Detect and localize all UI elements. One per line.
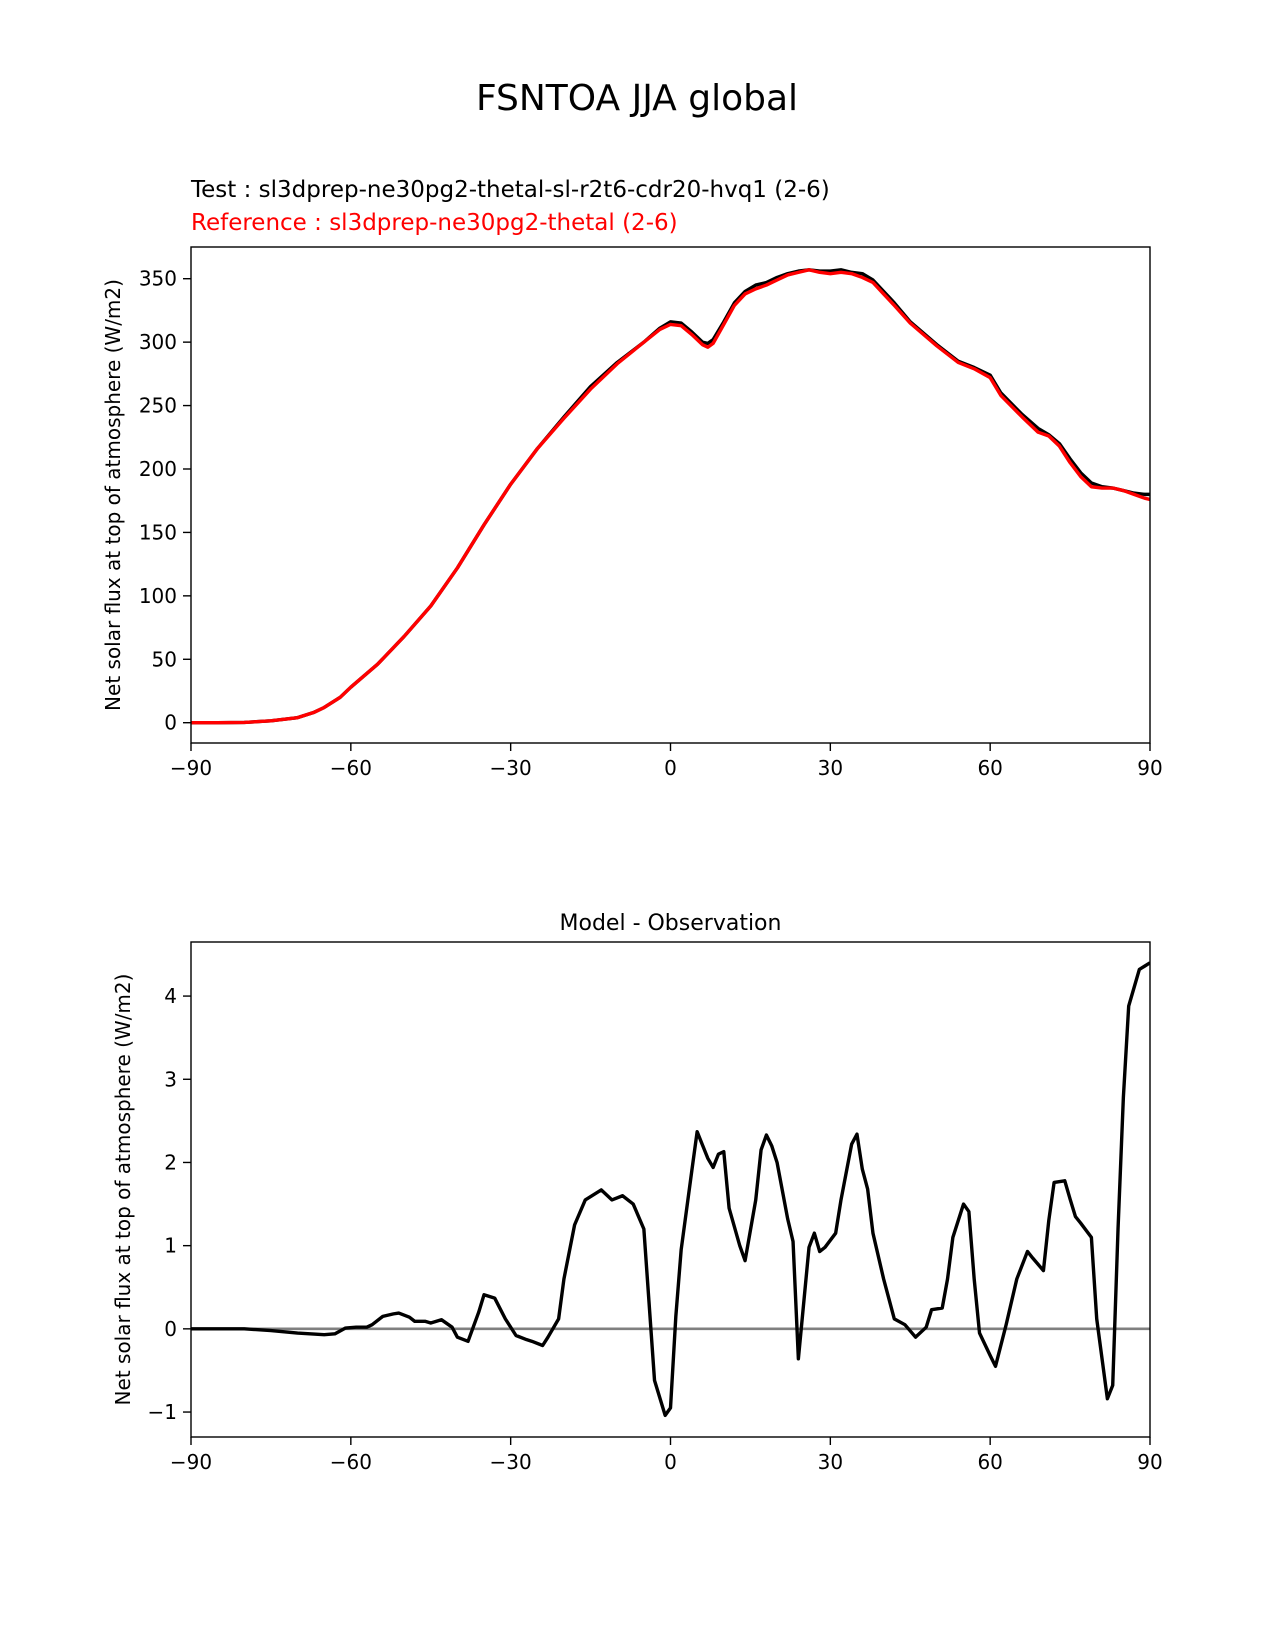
top-ytick-label: 350 [139, 267, 177, 291]
bottom-difference-chart: −90 −60 −30 0 30 60 90 −1 0 1 2 3 4 Net solar flux at… [111, 911, 1163, 1474]
top-ytick-label: 50 [152, 647, 177, 671]
top-ytick-label: 100 [139, 584, 177, 608]
top-ytick-label: 0 [164, 711, 177, 735]
top-xtick-label: −60 [330, 756, 372, 780]
bottom-xtick-label: 0 [664, 1450, 677, 1474]
top-ytick-label: 250 [139, 394, 177, 418]
figure-title: FSNTOA JJA global [476, 78, 798, 119]
top-ytick-label: 200 [139, 457, 177, 481]
bottom-xtick-label: −90 [170, 1450, 212, 1474]
reference-label: Reference : sl3dprep-ne30pg2-thetal (2-6… [191, 210, 678, 236]
top-ytick-label: 150 [139, 520, 177, 544]
bottom-xtick-label: −30 [490, 1450, 532, 1474]
bottom-ytick-label: 0 [164, 1317, 177, 1341]
top-xtick-label: 30 [818, 756, 843, 780]
bottom-title: Model - Observation [560, 911, 782, 936]
top-xtick-label: 0 [664, 756, 677, 780]
top-series-test [191, 268, 1150, 725]
test-label: Test : sl3dprep-ne30pg2-thetal-sl-r2t6-c… [190, 177, 830, 203]
top-ylabel: Net solar flux at top of atmosphere (W/m… [101, 279, 125, 711]
bottom-xtick-label: 60 [977, 1450, 1002, 1474]
top-xtick-label: −90 [170, 756, 212, 780]
bottom-ytick-label: 4 [164, 984, 177, 1008]
bottom-xtick-label: 30 [818, 1450, 843, 1474]
bottom-ytick-label: 2 [164, 1150, 177, 1174]
top-xtick-label: −30 [490, 756, 532, 780]
top-xtick-label: 60 [977, 756, 1002, 780]
bottom-xtick-label: −60 [330, 1450, 372, 1474]
bottom-series-model-observation [191, 961, 1150, 1418]
bottom-ylabel: Net solar flux at top of atmosphere (W/m… [111, 974, 135, 1406]
top-line-chart: −90 −60 −30 0 30 60 90 0 50 100 150 200 250 300 350 Net… [101, 246, 1163, 780]
top-ytick-label: 300 [139, 330, 177, 354]
bottom-ytick-label: −1 [148, 1400, 177, 1424]
bottom-ytick-label: 1 [164, 1234, 177, 1258]
bottom-ytick-label: 3 [164, 1067, 177, 1091]
top-series-reference [191, 268, 1150, 725]
bottom-axes-frame [190, 941, 1151, 1438]
bottom-xtick-label: 90 [1137, 1450, 1162, 1474]
top-xtick-label: 90 [1137, 756, 1162, 780]
